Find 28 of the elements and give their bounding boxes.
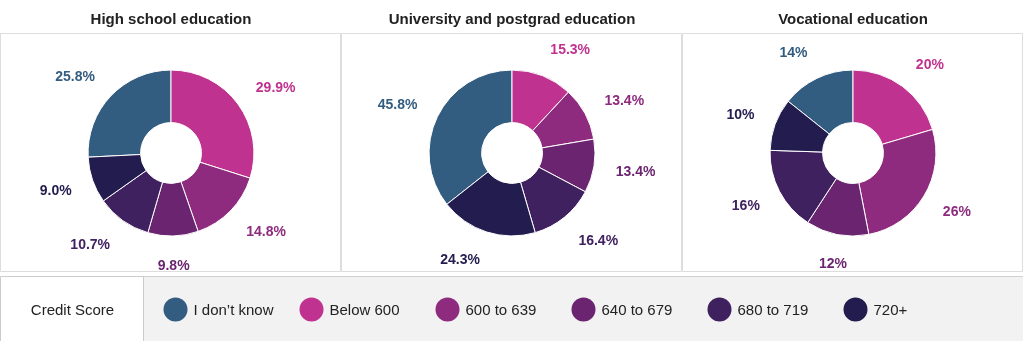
data-label: 16.4% bbox=[578, 231, 619, 248]
legend-label: 680 to 719 bbox=[737, 301, 809, 318]
data-label: 9.0% bbox=[39, 181, 73, 198]
legend-label: 720+ bbox=[873, 300, 908, 318]
data-label: 9.8% bbox=[157, 256, 191, 273]
data-label: 13.4% bbox=[604, 91, 645, 108]
data-label: 14% bbox=[779, 44, 808, 61]
legend-title: Credit Score bbox=[30, 301, 115, 318]
legend-label: 600 to 639 bbox=[465, 301, 537, 318]
legend-label: 640 to 679 bbox=[601, 301, 673, 318]
data-label: 26% bbox=[942, 202, 972, 219]
data-label: 13.4% bbox=[615, 162, 656, 179]
data-label: 10% bbox=[726, 106, 755, 123]
chart-title: Vocational education bbox=[778, 9, 928, 27]
chart-title: High school education bbox=[90, 9, 252, 27]
data-label: 45.8% bbox=[377, 96, 419, 113]
legend-label: I don’t know bbox=[193, 301, 274, 318]
data-label: 10.7% bbox=[70, 235, 111, 252]
data-label: 25.8% bbox=[55, 68, 96, 85]
data-label: 16% bbox=[731, 196, 761, 213]
data-label: 15.3% bbox=[550, 41, 591, 58]
data-label: 20% bbox=[915, 55, 945, 72]
data-label: 12% bbox=[818, 254, 848, 271]
data-label: 29.9% bbox=[255, 79, 297, 96]
data-label: 24.3% bbox=[440, 251, 481, 268]
data-label: 14.8% bbox=[246, 222, 287, 239]
chart-title: University and postgrad education bbox=[388, 9, 636, 27]
legend-label: Below 600 bbox=[329, 301, 400, 318]
